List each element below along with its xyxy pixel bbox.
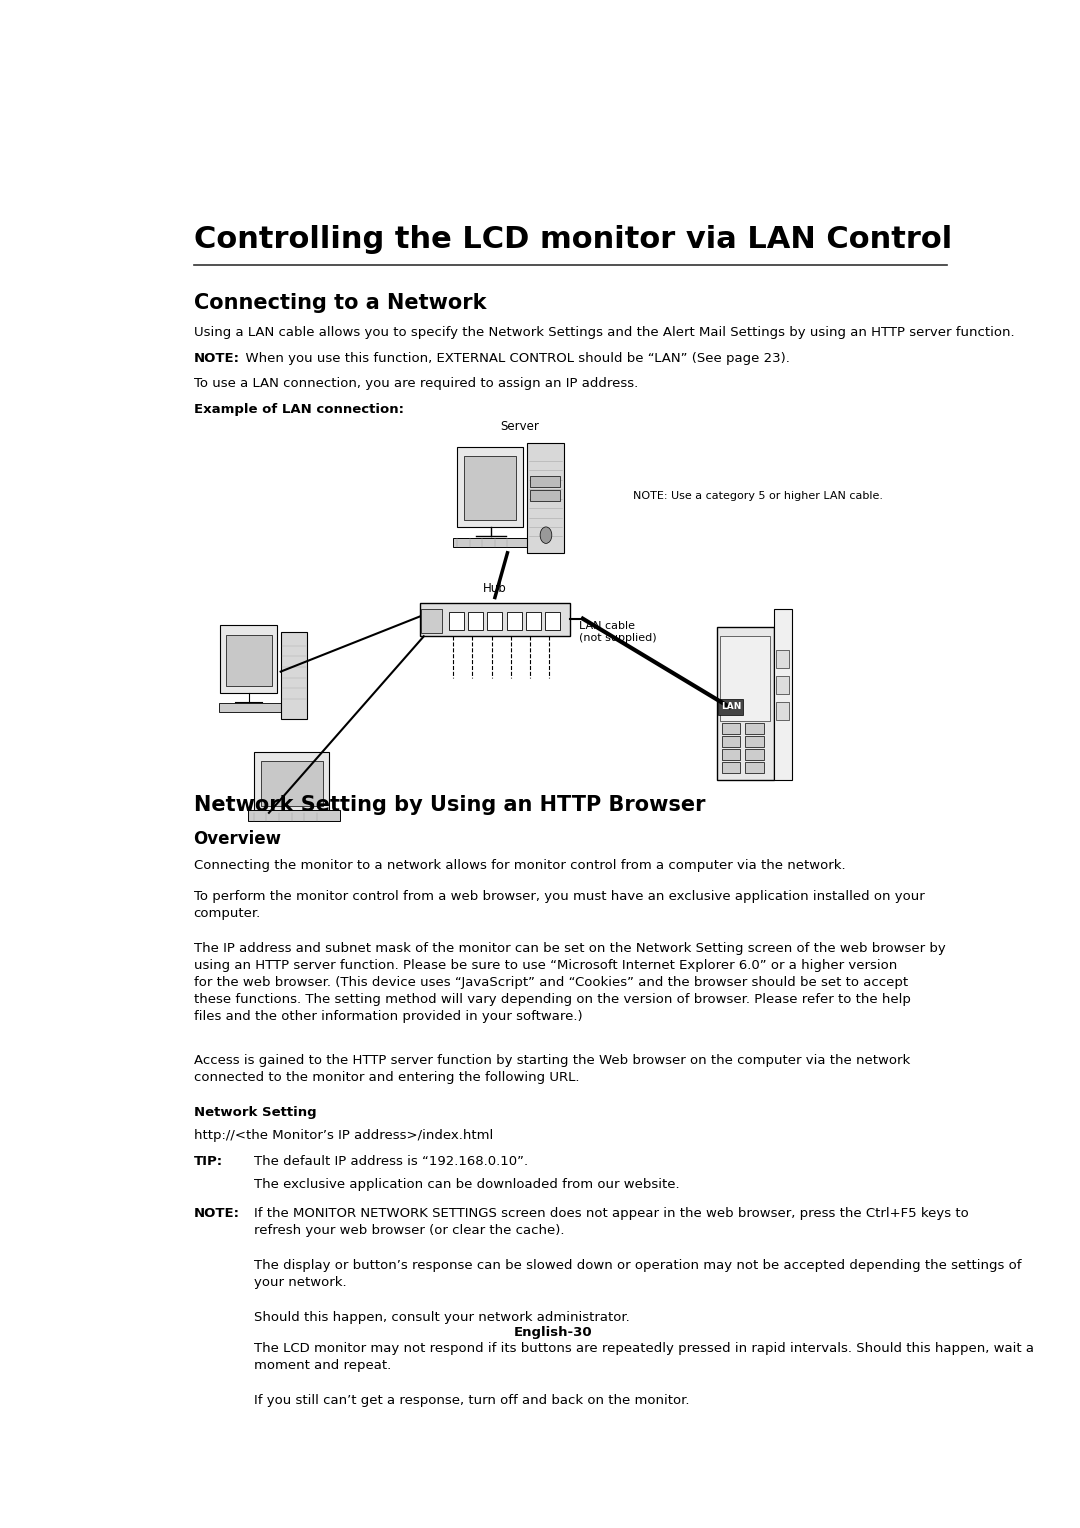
FancyBboxPatch shape <box>254 752 329 813</box>
FancyBboxPatch shape <box>745 762 764 773</box>
FancyBboxPatch shape <box>248 810 340 821</box>
Text: Connecting the monitor to a network allows for monitor control from a computer v: Connecting the monitor to a network allo… <box>193 859 846 871</box>
FancyBboxPatch shape <box>773 610 792 779</box>
FancyBboxPatch shape <box>717 626 773 779</box>
FancyBboxPatch shape <box>721 736 740 747</box>
Text: Hub: Hub <box>483 582 507 596</box>
FancyBboxPatch shape <box>454 538 527 547</box>
FancyBboxPatch shape <box>218 703 281 712</box>
FancyBboxPatch shape <box>721 762 740 773</box>
FancyBboxPatch shape <box>226 636 272 686</box>
FancyBboxPatch shape <box>745 723 764 733</box>
Text: Controlling the LCD monitor via LAN Control: Controlling the LCD monitor via LAN Cont… <box>193 225 951 254</box>
FancyBboxPatch shape <box>777 651 788 668</box>
FancyBboxPatch shape <box>745 749 764 759</box>
Text: The default IP address is “192.168.0.10”.: The default IP address is “192.168.0.10”… <box>254 1155 528 1169</box>
Text: NOTE: Use a category 5 or higher LAN cable.: NOTE: Use a category 5 or higher LAN cab… <box>633 492 883 501</box>
Text: Connecting to a Network: Connecting to a Network <box>193 293 486 313</box>
FancyBboxPatch shape <box>507 611 522 631</box>
FancyBboxPatch shape <box>718 698 743 715</box>
FancyBboxPatch shape <box>527 443 565 553</box>
Text: English-30: English-30 <box>514 1326 593 1339</box>
Text: Overview: Overview <box>193 831 282 848</box>
Text: Example of LAN connection:: Example of LAN connection: <box>193 403 404 416</box>
FancyBboxPatch shape <box>281 631 308 718</box>
FancyBboxPatch shape <box>777 703 788 720</box>
Text: http://<the Monitor’s IP address>/index.html: http://<the Monitor’s IP address>/index.… <box>193 1129 492 1143</box>
Text: LAN: LAN <box>720 703 741 712</box>
Text: NOTE:: NOTE: <box>193 351 240 365</box>
FancyBboxPatch shape <box>420 604 570 636</box>
Text: The LCD monitor may not respond if its buttons are repeatedly pressed in rapid i: The LCD monitor may not respond if its b… <box>254 1342 1034 1372</box>
Text: NOTE:: NOTE: <box>193 1207 240 1219</box>
FancyBboxPatch shape <box>545 611 561 631</box>
Text: When you use this function, EXTERNAL CONTROL should be “LAN” (See page 23).: When you use this function, EXTERNAL CON… <box>238 351 789 365</box>
FancyBboxPatch shape <box>526 611 541 631</box>
FancyBboxPatch shape <box>421 610 442 633</box>
FancyBboxPatch shape <box>720 636 770 721</box>
Text: Access is gained to the HTTP server function by starting the Web browser on the : Access is gained to the HTTP server func… <box>193 1054 909 1083</box>
FancyBboxPatch shape <box>745 736 764 747</box>
Text: To use a LAN connection, you are required to assign an IP address.: To use a LAN connection, you are require… <box>193 377 638 391</box>
Text: Should this happen, consult your network administrator.: Should this happen, consult your network… <box>254 1311 630 1323</box>
FancyBboxPatch shape <box>530 477 561 487</box>
Text: The exclusive application can be downloaded from our website.: The exclusive application can be downloa… <box>254 1178 679 1190</box>
FancyBboxPatch shape <box>449 611 464 631</box>
FancyBboxPatch shape <box>777 677 788 694</box>
Text: If you still can’t get a response, turn off and back on the monitor.: If you still can’t get a response, turn … <box>254 1394 689 1407</box>
Text: The IP address and subnet mask of the monitor can be set on the Network Setting : The IP address and subnet mask of the mo… <box>193 943 945 1024</box>
FancyBboxPatch shape <box>220 625 278 692</box>
Text: TIP:: TIP: <box>193 1155 222 1169</box>
FancyBboxPatch shape <box>721 723 740 733</box>
Text: If the MONITOR NETWORK SETTINGS screen does not appear in the web browser, press: If the MONITOR NETWORK SETTINGS screen d… <box>254 1207 969 1238</box>
FancyBboxPatch shape <box>468 611 483 631</box>
FancyBboxPatch shape <box>530 490 561 501</box>
FancyBboxPatch shape <box>487 611 502 631</box>
FancyBboxPatch shape <box>457 446 523 527</box>
Text: Using a LAN cable allows you to specify the Network Settings and the Alert Mail : Using a LAN cable allows you to specify … <box>193 325 1014 339</box>
FancyBboxPatch shape <box>260 761 323 805</box>
FancyBboxPatch shape <box>464 457 516 520</box>
Text: Network Setting: Network Setting <box>193 1106 316 1118</box>
Text: To perform the monitor control from a web browser, you must have an exclusive ap: To perform the monitor control from a we… <box>193 891 924 920</box>
Text: Network Setting by Using an HTTP Browser: Network Setting by Using an HTTP Browser <box>193 795 705 814</box>
Text: Server: Server <box>501 420 539 432</box>
FancyBboxPatch shape <box>721 749 740 759</box>
Text: LAN cable
(not supplied): LAN cable (not supplied) <box>579 620 657 643</box>
Text: The display or button’s response can be slowed down or operation may not be acce: The display or button’s response can be … <box>254 1259 1022 1288</box>
Circle shape <box>540 527 552 544</box>
